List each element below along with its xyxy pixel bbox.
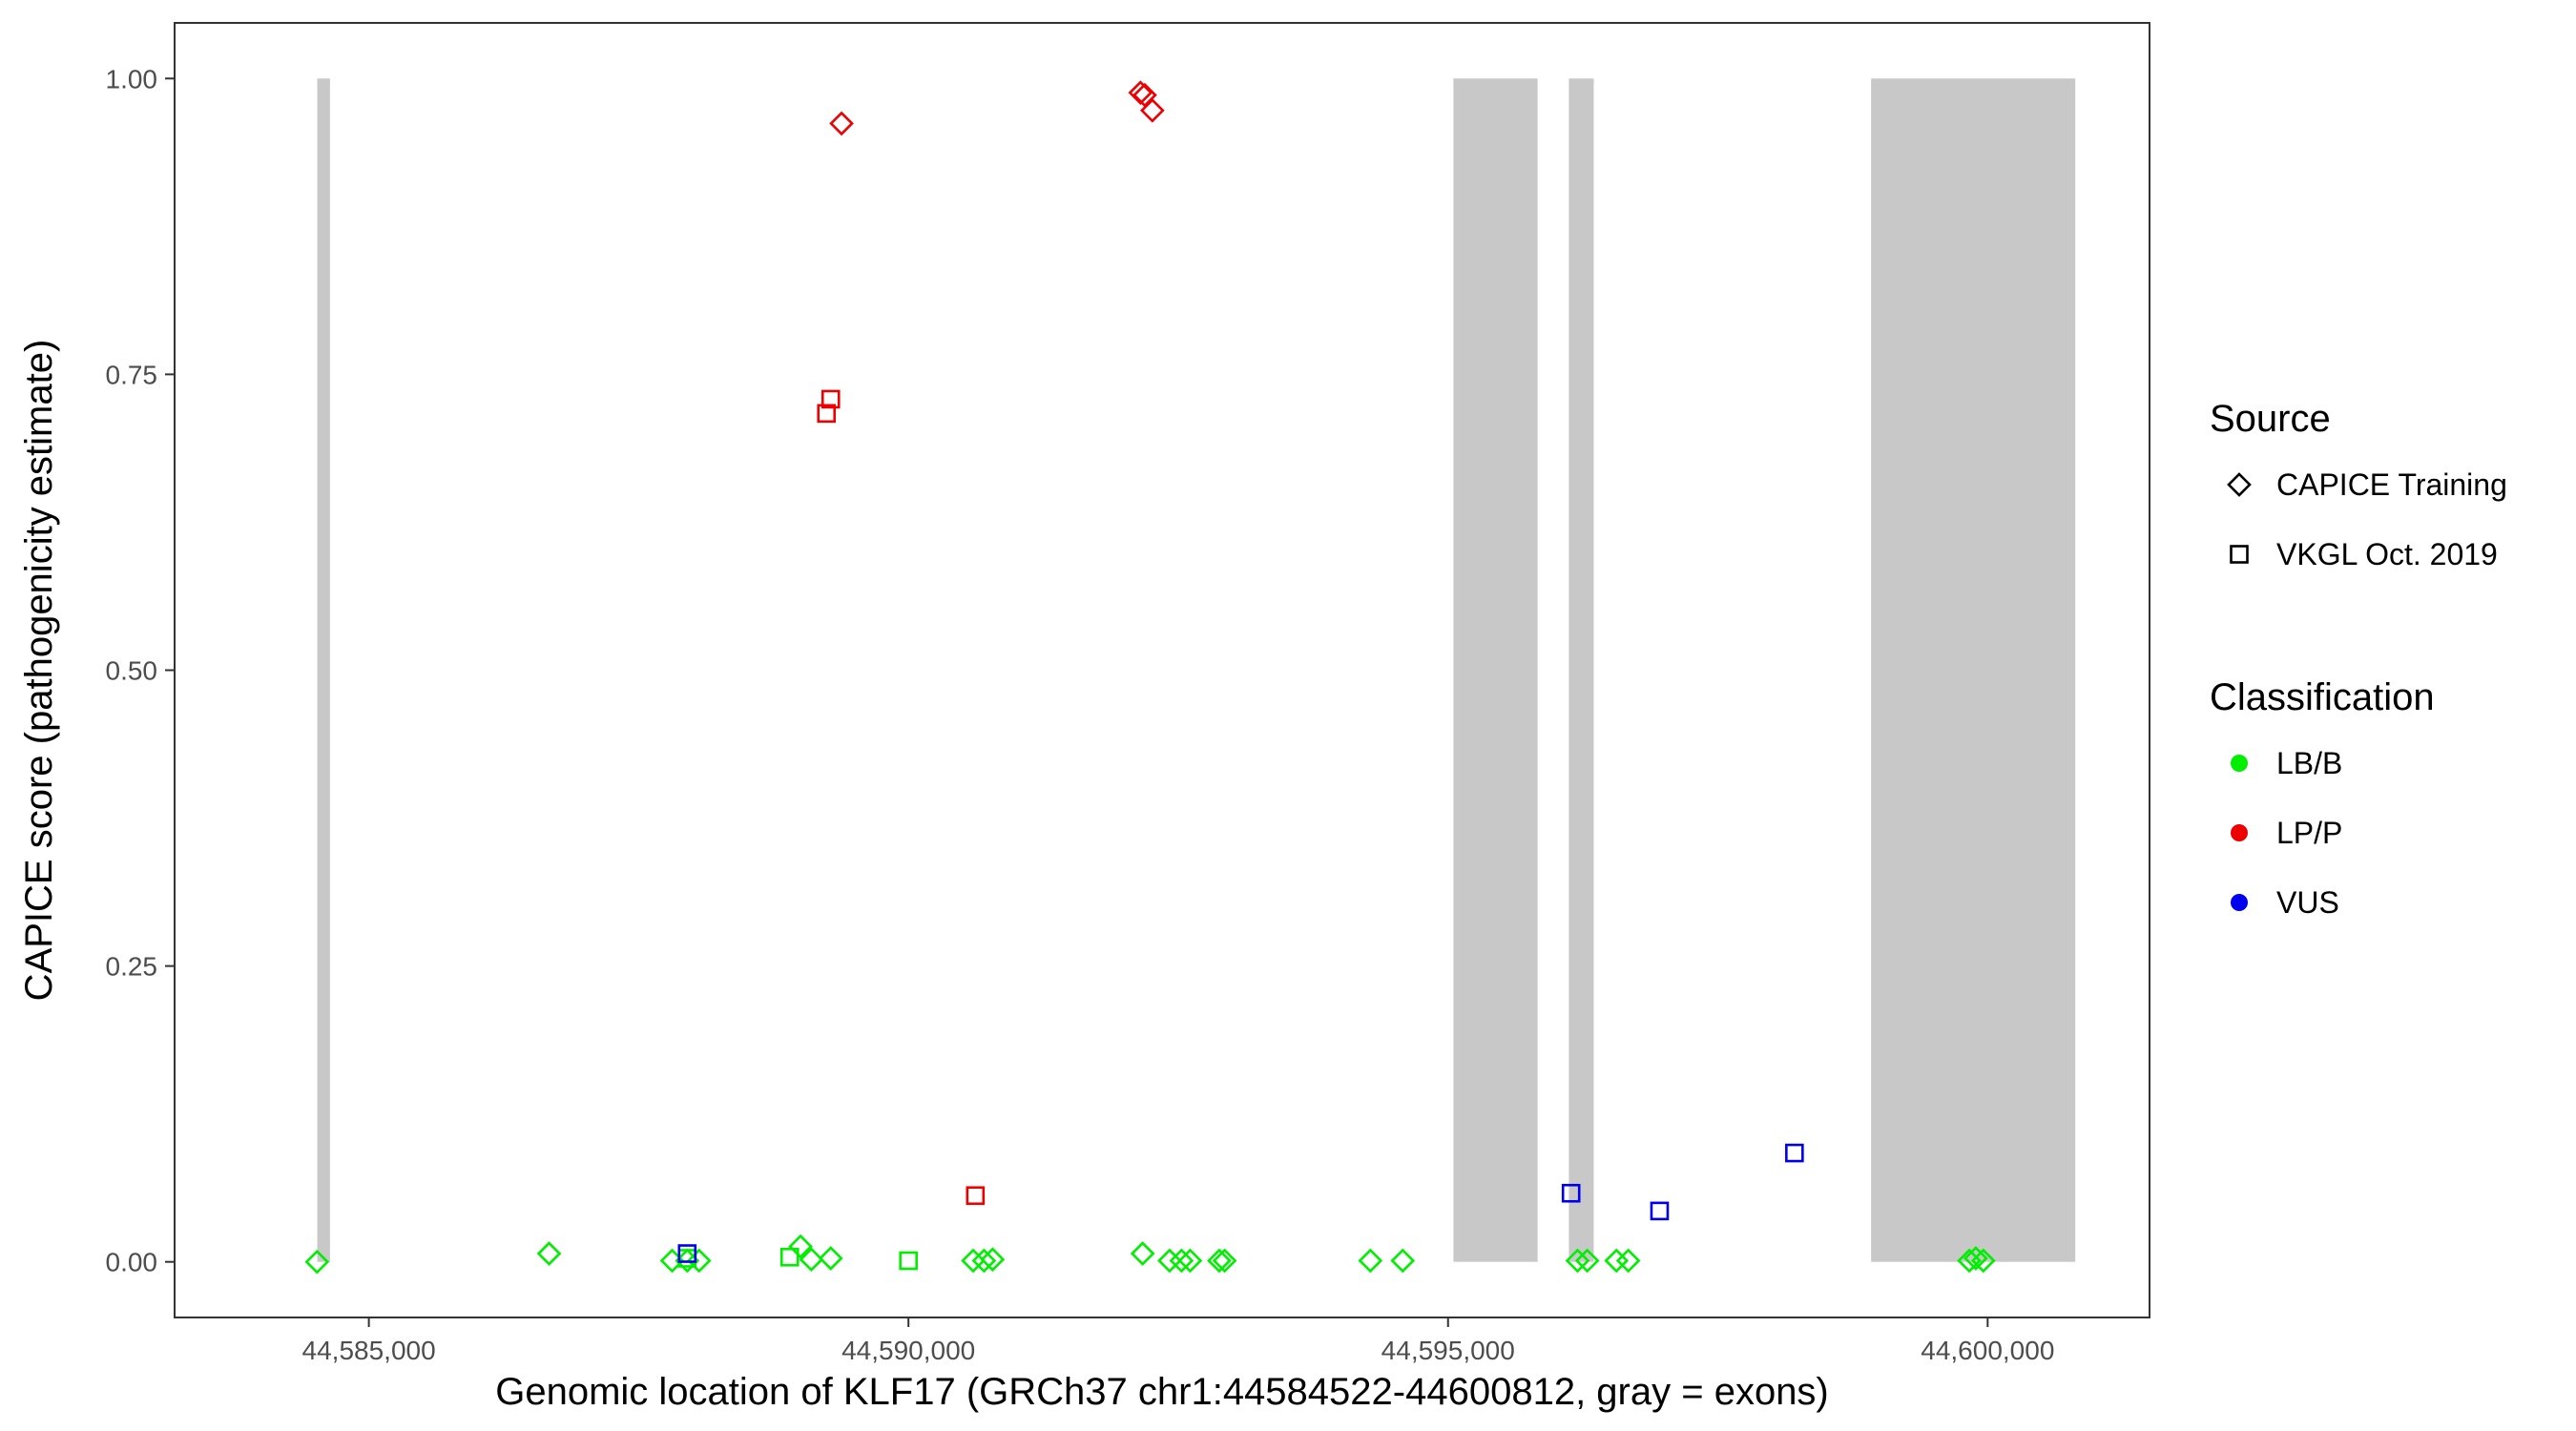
data-point-diamond bbox=[971, 1248, 997, 1274]
legend-classification-label: VUS bbox=[2276, 885, 2339, 920]
data-point-diamond bbox=[1963, 1246, 1988, 1271]
legend-diamond-key bbox=[2227, 472, 2252, 497]
data-point-diamond bbox=[1130, 1241, 1155, 1266]
data-points bbox=[304, 80, 1996, 1275]
plot-panel-border bbox=[174, 22, 2150, 1318]
y-tick-label: 0.25 bbox=[106, 952, 158, 982]
data-point-diamond bbox=[1390, 1248, 1416, 1274]
y-axis-title: CAPICE score (pathogenicity estimate) bbox=[18, 340, 60, 1002]
legend-color-key bbox=[2231, 824, 2248, 841]
data-point-square bbox=[677, 1244, 697, 1263]
data-point-diamond bbox=[1604, 1248, 1630, 1274]
exon-bands bbox=[317, 78, 2076, 1262]
data-point-diamond bbox=[1207, 1248, 1232, 1274]
data-point-diamond bbox=[1615, 1248, 1641, 1274]
data-point-square bbox=[817, 404, 837, 424]
data-point-diamond bbox=[1358, 1248, 1383, 1274]
data-point-diamond bbox=[829, 111, 854, 136]
x-axis: 44,585,000 44,590,000 44,595,000 44,600,000 bbox=[302, 1317, 2054, 1365]
data-point-diamond bbox=[1565, 1248, 1590, 1274]
x-tick-label: 44,585,000 bbox=[302, 1336, 436, 1365]
y-tick-label: 0.50 bbox=[106, 656, 158, 686]
y-axis: 0.00 0.25 0.50 0.75 1.00 bbox=[106, 64, 175, 1277]
data-point-square bbox=[821, 389, 841, 409]
data-point-diamond bbox=[980, 1247, 1006, 1273]
data-point-diamond bbox=[799, 1247, 824, 1273]
x-axis-title: Genomic location of KLF17 (GRCh37 chr1:4… bbox=[495, 1371, 1829, 1413]
data-point-square bbox=[966, 1186, 986, 1206]
legend-source-title: Source bbox=[2210, 398, 2331, 440]
exon-band-2 bbox=[1453, 78, 1538, 1262]
data-point-diamond bbox=[1128, 80, 1153, 106]
data-point-diamond bbox=[1212, 1248, 1237, 1274]
data-point-square bbox=[1785, 1143, 1804, 1163]
data-point-diamond bbox=[1157, 1248, 1182, 1274]
y-tick-label: 0.75 bbox=[106, 360, 158, 389]
data-point-diamond bbox=[1169, 1248, 1195, 1274]
x-tick-label: 44,600,000 bbox=[1921, 1336, 2054, 1365]
data-point-square bbox=[1561, 1183, 1581, 1203]
exon-band-4 bbox=[1871, 78, 2076, 1262]
data-point-diamond bbox=[536, 1241, 562, 1266]
data-point-diamond bbox=[1139, 97, 1165, 123]
data-point-square bbox=[899, 1251, 918, 1271]
x-tick-label: 44,595,000 bbox=[1381, 1336, 1515, 1365]
data-point-diamond bbox=[686, 1248, 712, 1274]
data-point-diamond bbox=[1574, 1248, 1600, 1274]
data-point-diamond bbox=[961, 1248, 986, 1274]
legend-color-key bbox=[2231, 755, 2248, 772]
data-point-square bbox=[779, 1247, 800, 1267]
data-point-diamond bbox=[304, 1249, 330, 1275]
legend-classification-label: LB/B bbox=[2276, 746, 2342, 780]
y-tick-label: 0.00 bbox=[106, 1248, 158, 1277]
exon-band-3 bbox=[1568, 78, 1594, 1262]
legend-classification-label: LP/P bbox=[2276, 816, 2342, 850]
legend-classification-items: LB/B LP/P VUS bbox=[2231, 746, 2342, 920]
data-point-diamond bbox=[788, 1234, 813, 1259]
exon-band-1 bbox=[317, 78, 330, 1262]
legend-source-items: CAPICE Training VKGL Oct. 2019 bbox=[2227, 467, 2507, 571]
y-tick-label: 1.00 bbox=[106, 64, 158, 93]
data-point-diamond bbox=[1132, 82, 1157, 108]
legend-color-key bbox=[2231, 894, 2248, 911]
x-tick-label: 44,590,000 bbox=[841, 1336, 975, 1365]
data-point-diamond bbox=[818, 1246, 843, 1271]
legend-source-label: CAPICE Training bbox=[2276, 467, 2507, 502]
legend-source-label: VKGL Oct. 2019 bbox=[2276, 537, 2498, 571]
data-point-diamond bbox=[1970, 1248, 1996, 1274]
legend: Source CAPICE Training VKGL Oct. 2019 Cla… bbox=[2210, 398, 2507, 920]
data-point-square bbox=[1650, 1201, 1670, 1221]
data-point-diamond bbox=[1177, 1248, 1203, 1274]
legend-classification-title: Classification bbox=[2210, 676, 2435, 718]
legend-square-key bbox=[2230, 545, 2249, 564]
